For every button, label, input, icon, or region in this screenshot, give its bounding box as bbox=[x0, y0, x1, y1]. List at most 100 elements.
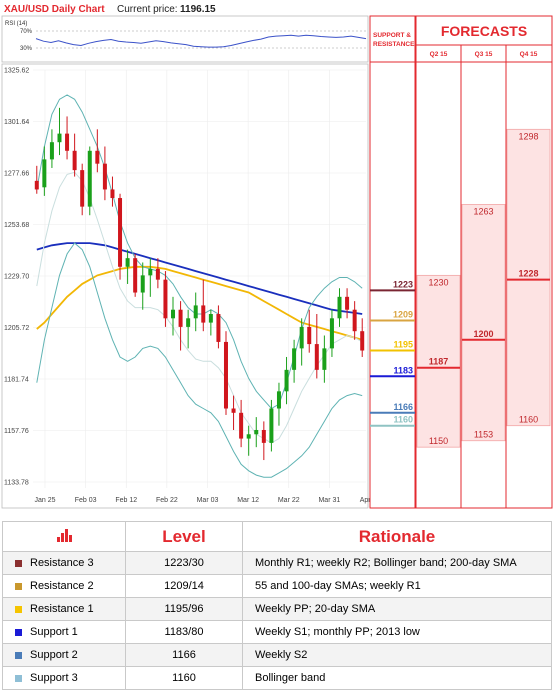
table-row: Support 2 1166 Weekly S2 bbox=[2, 643, 552, 667]
candle-body bbox=[193, 305, 198, 319]
series-line-2 bbox=[36, 94, 363, 410]
rsi-series bbox=[35, 34, 367, 48]
forecast-low-label: 1153 bbox=[474, 430, 493, 440]
y-tick-label: 1205.72 bbox=[4, 325, 29, 332]
forecast-high-label: 1298 bbox=[518, 131, 538, 141]
forecast-col-header: Q4 15 bbox=[520, 51, 538, 58]
candle-body bbox=[34, 180, 39, 190]
price-label: Current price: bbox=[117, 4, 178, 15]
level-value: 1166 bbox=[125, 643, 243, 667]
y-tick-label: 1253.68 bbox=[4, 222, 29, 229]
table-header-icon-cell bbox=[2, 521, 126, 552]
y-axis: 1325.62 1301.64 1277.66 1253.68 1229.70 1205.… bbox=[4, 68, 29, 487]
level-name: Resistance 3 bbox=[30, 557, 94, 569]
candle-body bbox=[352, 309, 357, 332]
candle-body bbox=[322, 348, 327, 370]
forecast-range-box bbox=[461, 204, 506, 442]
x-tick-label: Feb 03 bbox=[75, 497, 97, 504]
level-name-cell: Resistance 1 bbox=[2, 597, 126, 621]
sr-level-label: 1183 bbox=[393, 365, 413, 375]
candle-body bbox=[118, 198, 123, 267]
grid bbox=[33, 69, 371, 488]
candle-body bbox=[140, 275, 145, 293]
x-tick-label: Jan 25 bbox=[34, 497, 55, 504]
candle-body bbox=[269, 408, 274, 443]
price-value: 1196.15 bbox=[180, 4, 216, 15]
x-tick-label: Mar 03 bbox=[197, 497, 219, 504]
candle-body bbox=[314, 344, 319, 370]
forecast-avg-label: 1187 bbox=[429, 357, 449, 367]
sr-header-line-1: SUPPORT & bbox=[373, 32, 411, 39]
table-row: Resistance 1 1195/96 Weekly PP; 20-day SMA bbox=[2, 597, 552, 621]
level-name-cell: Support 2 bbox=[2, 643, 126, 667]
level-rationale: Weekly PP; 20-day SMA bbox=[242, 597, 552, 621]
candle-body bbox=[49, 142, 54, 160]
level-swatch bbox=[15, 605, 22, 613]
table-header-level: Level bbox=[125, 521, 243, 552]
sr-level-label: 1160 bbox=[393, 415, 413, 425]
forecast-high-label: 1263 bbox=[473, 206, 493, 216]
candle-body bbox=[133, 258, 138, 293]
level-name-cell: Resistance 3 bbox=[2, 551, 126, 575]
x-axis: Jan 25 Feb 03 Feb 12 Feb 22 Mar 03 Mar 12 Mar … bbox=[34, 497, 380, 504]
rsi-level-70: 70% bbox=[20, 29, 33, 35]
level-swatch bbox=[15, 582, 22, 590]
candle-body bbox=[125, 258, 130, 267]
candle-body bbox=[178, 309, 183, 327]
level-name-cell: Support 3 bbox=[2, 666, 126, 690]
y-tick-label: 1325.62 bbox=[4, 68, 29, 75]
rsi-line bbox=[35, 34, 367, 48]
candle-body bbox=[186, 318, 191, 327]
table-row: Resistance 3 1223/30 Monthly R1; weekly R2… bbox=[2, 551, 552, 575]
forecast-range-box bbox=[506, 128, 551, 427]
y-tick-label: 1157.76 bbox=[4, 428, 29, 435]
level-swatch bbox=[15, 559, 22, 567]
forecast-col-header: Q3 15 bbox=[475, 51, 493, 58]
candle-body bbox=[360, 331, 365, 351]
candle-body bbox=[110, 189, 115, 199]
level-name: Resistance 1 bbox=[30, 603, 94, 615]
table-row: Resistance 2 1209/14 55 and 100-day SMAs; … bbox=[2, 574, 552, 598]
sr-header-line-2: RESISTANCE bbox=[373, 41, 415, 48]
chart-area: XAU/USD Daily Chart Current price: 1196.… bbox=[1, 4, 553, 509]
table-row: Support 3 1160 Bollinger band bbox=[2, 666, 552, 690]
candle-body bbox=[171, 309, 176, 319]
table-row: Support 1 1183/80 Weekly S1; monthly PP; 2… bbox=[2, 620, 552, 644]
level-value: 1160 bbox=[125, 666, 243, 690]
chart-title: XAU/USD Daily Chart bbox=[4, 4, 105, 15]
candle-body bbox=[80, 170, 85, 207]
x-tick-label: Feb 12 bbox=[115, 497, 137, 504]
series-line-3 bbox=[36, 242, 363, 478]
forecast-avg-label: 1200 bbox=[473, 329, 493, 339]
forecast-high-label: 1230 bbox=[428, 277, 448, 287]
sr-levels: 1223 1209 1195 1183 1166 1160 bbox=[370, 279, 415, 427]
sr-level-label: 1223 bbox=[393, 279, 413, 289]
candle-body bbox=[72, 150, 77, 171]
level-name: Support 3 bbox=[30, 672, 78, 684]
rsi-label: RSI (14) bbox=[5, 21, 27, 27]
candle-body bbox=[155, 268, 160, 280]
candle-body bbox=[292, 348, 297, 370]
sr-level-label: 1166 bbox=[393, 402, 413, 412]
candle-body bbox=[102, 163, 107, 190]
level-name: Resistance 2 bbox=[30, 580, 94, 592]
x-tick-label: Mar 12 bbox=[237, 497, 259, 504]
candle-body bbox=[208, 314, 213, 323]
candle-body bbox=[65, 133, 70, 151]
rsi-level-30: 30% bbox=[20, 46, 33, 52]
forecast-col-header: Q2 15 bbox=[430, 51, 448, 58]
forecast-range-box bbox=[416, 274, 461, 448]
forecast-title: FORECASTS bbox=[441, 23, 527, 39]
level-value: 1195/96 bbox=[125, 597, 243, 621]
plot-frame bbox=[1, 63, 369, 509]
forecast-avg-label: 1228 bbox=[518, 269, 538, 279]
y-tick-label: 1181.74 bbox=[4, 377, 29, 384]
candle-body bbox=[345, 296, 350, 310]
level-value: 1209/14 bbox=[125, 574, 243, 598]
candle-body bbox=[239, 412, 244, 439]
candle-body bbox=[337, 296, 342, 319]
level-name-cell: Support 1 bbox=[2, 620, 126, 644]
candle-body bbox=[148, 268, 153, 276]
sr-level-label: 1209 bbox=[393, 309, 413, 319]
candle-body bbox=[57, 133, 62, 143]
